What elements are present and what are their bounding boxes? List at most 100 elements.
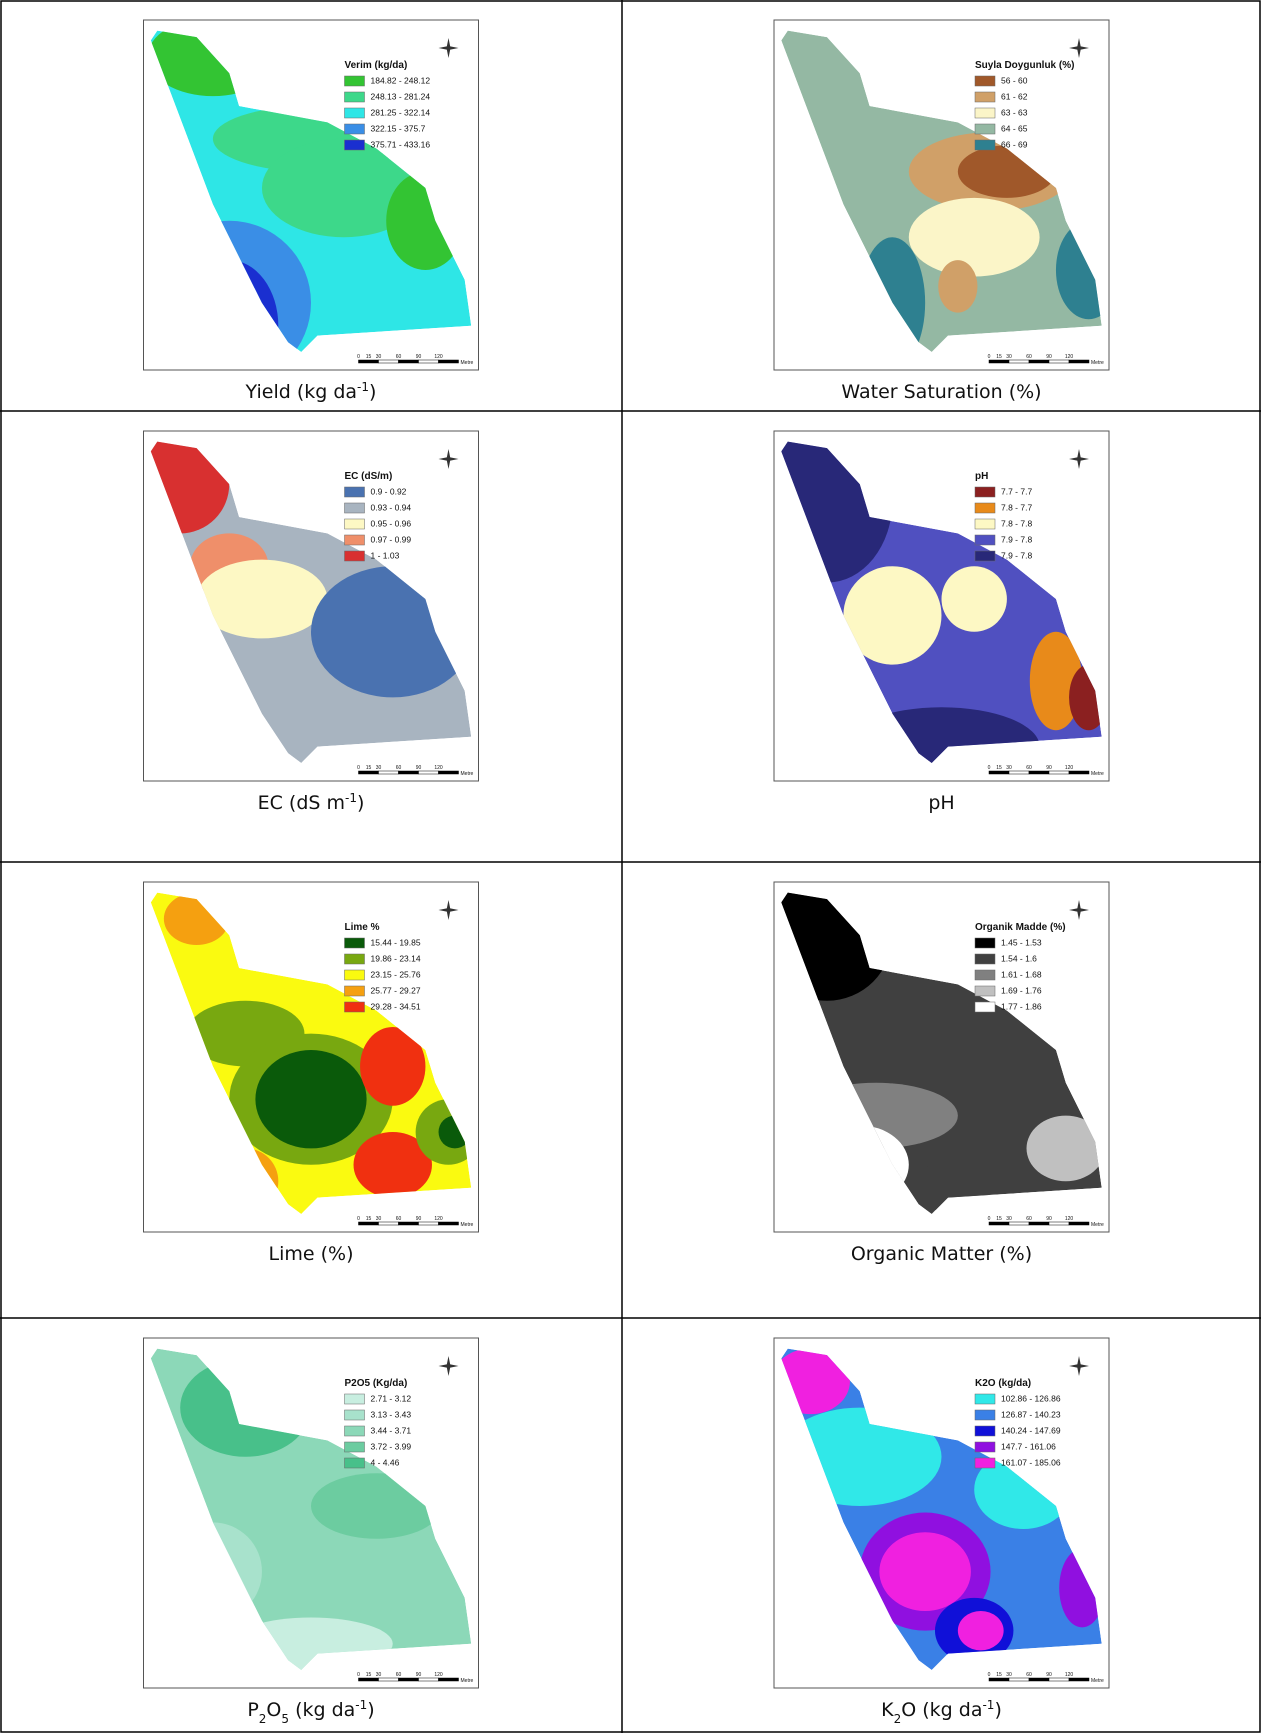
legend-swatch <box>975 76 995 86</box>
scale-segment <box>989 1222 1009 1225</box>
legend-label: 140.24 - 147.69 <box>1001 1425 1061 1435</box>
scale-label: 30 <box>1006 1672 1012 1678</box>
legend-label: 0.93 - 0.94 <box>371 502 412 512</box>
scale-label: 0 <box>357 354 360 360</box>
scale-label: 0 <box>988 765 991 771</box>
legend-swatch <box>345 1458 365 1468</box>
scale-label: 60 <box>396 1216 402 1222</box>
scale-segment <box>989 1678 1009 1681</box>
legend-swatch <box>975 140 995 150</box>
map-panel: Suyla Doygunluk (%)56 - 6061 - 6263 - 63… <box>774 20 1121 403</box>
legend-swatch <box>975 535 995 545</box>
legend-swatch <box>975 954 995 964</box>
legend-label: 23.15 - 25.76 <box>371 969 421 979</box>
scale-label: 30 <box>1006 765 1012 771</box>
scale-label: 120 <box>1065 354 1074 360</box>
scale-label: 90 <box>416 765 422 771</box>
scale-segment <box>1049 771 1069 774</box>
legend-swatch <box>345 1394 365 1404</box>
scale-segment <box>399 1222 419 1225</box>
scale-segment <box>439 1678 459 1681</box>
scale-unit: Metre <box>461 1678 474 1684</box>
legend-swatch <box>345 1442 365 1452</box>
legend-label: 64 - 65 <box>1001 123 1028 133</box>
caption: K2O (kg da-1) <box>881 1698 1002 1726</box>
scale-label: 0 <box>988 354 991 360</box>
zone <box>958 1611 1004 1650</box>
scale-label: 120 <box>1065 765 1074 771</box>
scale-segment <box>1009 1678 1029 1681</box>
scale-segment <box>439 360 459 363</box>
caption-part: 5 <box>281 1712 289 1726</box>
legend-swatch <box>345 986 365 996</box>
map-panel: pH7.7 - 7.77.8 - 7.77.8 - 7.87.9 - 7.87.… <box>762 419 1109 814</box>
scale-unit: Metre <box>1091 771 1104 777</box>
scale-label: 60 <box>396 765 402 771</box>
caption-part: -1 <box>357 380 369 394</box>
caption-part: P <box>247 1699 258 1721</box>
legend-swatch <box>975 1002 995 1012</box>
scale-segment <box>419 1222 439 1225</box>
scale-label: 15 <box>996 765 1002 771</box>
scale-unit: Metre <box>1091 1678 1104 1684</box>
legend-label: 25.77 - 29.27 <box>371 985 421 995</box>
legend-label: 0.95 - 0.96 <box>371 518 412 528</box>
caption-part: -1 <box>355 1698 367 1712</box>
scale-label: 90 <box>1046 765 1052 771</box>
scale-segment <box>1049 360 1069 363</box>
legend-swatch <box>345 551 365 561</box>
map-panel: K2O (kg/da)102.86 - 126.86126.87 - 140.2… <box>771 1338 1109 1726</box>
legend-label: 7.9 - 7.8 <box>1001 550 1032 560</box>
scale-label: 120 <box>434 765 443 771</box>
scale-segment <box>1029 1222 1049 1225</box>
legend-swatch <box>975 124 995 134</box>
scale-segment <box>1069 771 1089 774</box>
scale-segment <box>1009 771 1029 774</box>
scale-label: 30 <box>376 1672 382 1678</box>
legend-label: 322.15 - 375.7 <box>371 123 426 133</box>
scale-label: 30 <box>376 765 382 771</box>
legend-label: 1.77 - 1.86 <box>1001 1001 1042 1011</box>
legend-label: 63 - 63 <box>1001 107 1028 117</box>
caption-part: ) <box>994 1699 1001 1721</box>
scale-label: 0 <box>988 1216 991 1222</box>
caption: Organic Matter (%) <box>851 1243 1032 1265</box>
scale-label: 120 <box>434 354 443 360</box>
legend-swatch <box>345 938 365 948</box>
caption-part: ) <box>357 792 364 814</box>
legend-swatch <box>975 1410 995 1420</box>
caption-part: O <box>266 1699 281 1721</box>
caption-part: Water Saturation (%) <box>841 381 1041 403</box>
scale-label: 30 <box>1006 354 1012 360</box>
legend-swatch <box>345 140 365 150</box>
scale-label: 120 <box>434 1216 443 1222</box>
legend-label: 102.86 - 126.86 <box>1001 1393 1061 1403</box>
map-panel: Organik Madde (%)1.45 - 1.531.54 - 1.61.… <box>762 870 1109 1265</box>
scale-label: 30 <box>1006 1216 1012 1222</box>
legend-swatch <box>345 1002 365 1012</box>
scale-label: 90 <box>416 1216 422 1222</box>
legend-label: 0.9 - 0.92 <box>371 486 407 496</box>
scale-label: 0 <box>357 1672 360 1678</box>
scale-label: 15 <box>366 354 372 360</box>
caption: Lime (%) <box>269 1243 354 1265</box>
legend-title: Organik Madde (%) <box>975 922 1066 933</box>
caption-part: 2 <box>894 1712 902 1726</box>
scale-segment <box>359 1222 379 1225</box>
scale-label: 0 <box>357 765 360 771</box>
caption-part: K <box>881 1699 894 1721</box>
scale-segment <box>439 771 459 774</box>
caption-part: -1 <box>345 791 357 805</box>
caption-part: ) <box>367 1699 374 1721</box>
legend-label: 4 - 4.46 <box>371 1457 400 1467</box>
scale-unit: Metre <box>461 1222 474 1228</box>
legend-swatch <box>975 1394 995 1404</box>
legend-title: Lime % <box>345 922 380 933</box>
map-panel: Lime %15.44 - 19.8519.86 - 23.1423.15 - … <box>144 882 482 1265</box>
scale-unit: Metre <box>1091 360 1104 366</box>
legend-swatch <box>975 487 995 497</box>
zone <box>938 260 977 312</box>
scale-segment <box>1029 360 1049 363</box>
scale-label: 60 <box>396 1672 402 1678</box>
scale-segment <box>1049 1222 1069 1225</box>
